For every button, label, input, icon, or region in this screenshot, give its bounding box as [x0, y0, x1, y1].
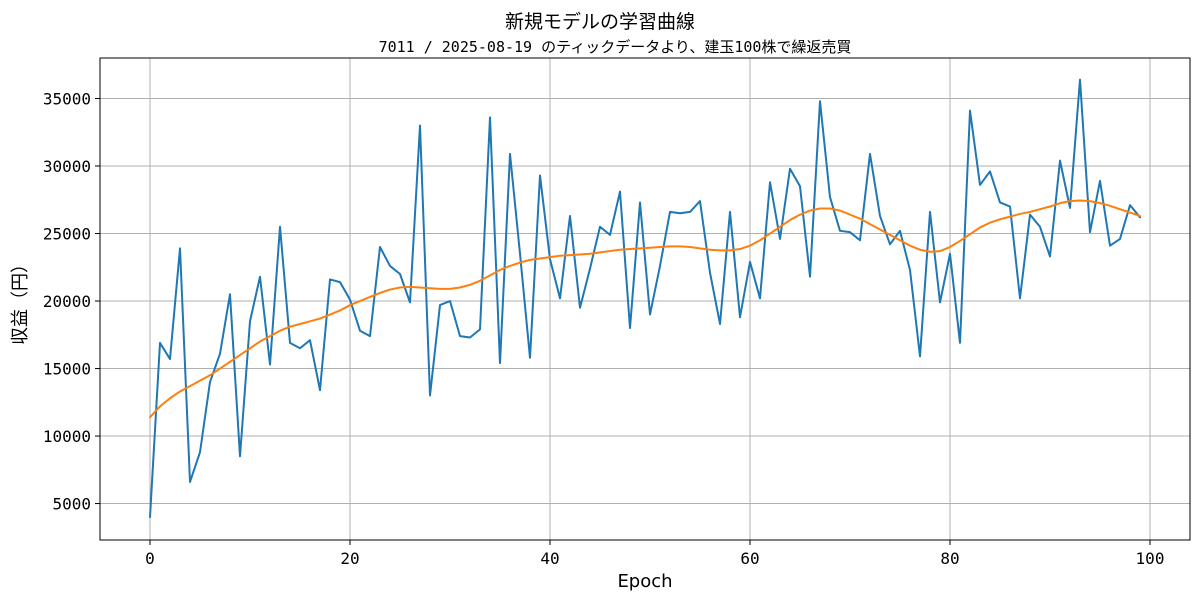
y-axis-label: 収益（円）	[10, 255, 31, 345]
axis-ticks: 0 20 40 60 80 100 5000 10000 15000 20000 25000 3000…	[43, 90, 1165, 568]
plot-frame	[99, 57, 1191, 541]
x-axis-label: Epoch	[617, 571, 672, 592]
y-tick-label: 35000	[43, 90, 91, 109]
chart-title: 新規モデルの学習曲線	[505, 11, 695, 33]
x-tick-label: 0	[145, 549, 155, 568]
series-lines	[149, 78, 1141, 519]
y-tick-label: 15000	[43, 360, 91, 379]
chart-subtitle: 7011 / 2025-08-19 のティックデータより、建玉100株で繰返売買	[379, 38, 852, 56]
y-tick-label: 10000	[43, 427, 91, 446]
x-tick-label: 40	[540, 549, 559, 568]
y-tick-label: 20000	[43, 292, 91, 311]
y-tick-label: 5000	[52, 495, 91, 514]
y-tick-label: 25000	[43, 225, 91, 244]
grid-lines	[100, 58, 1190, 540]
y-tick-label: 30000	[43, 157, 91, 176]
smoothed-profit-series-line	[149, 199, 1141, 419]
x-tick-label: 80	[940, 549, 959, 568]
x-tick-label: 60	[740, 549, 759, 568]
raw-profit-series-line	[149, 78, 1141, 519]
x-tick-label: 20	[340, 549, 359, 568]
x-tick-label: 100	[1136, 549, 1165, 568]
